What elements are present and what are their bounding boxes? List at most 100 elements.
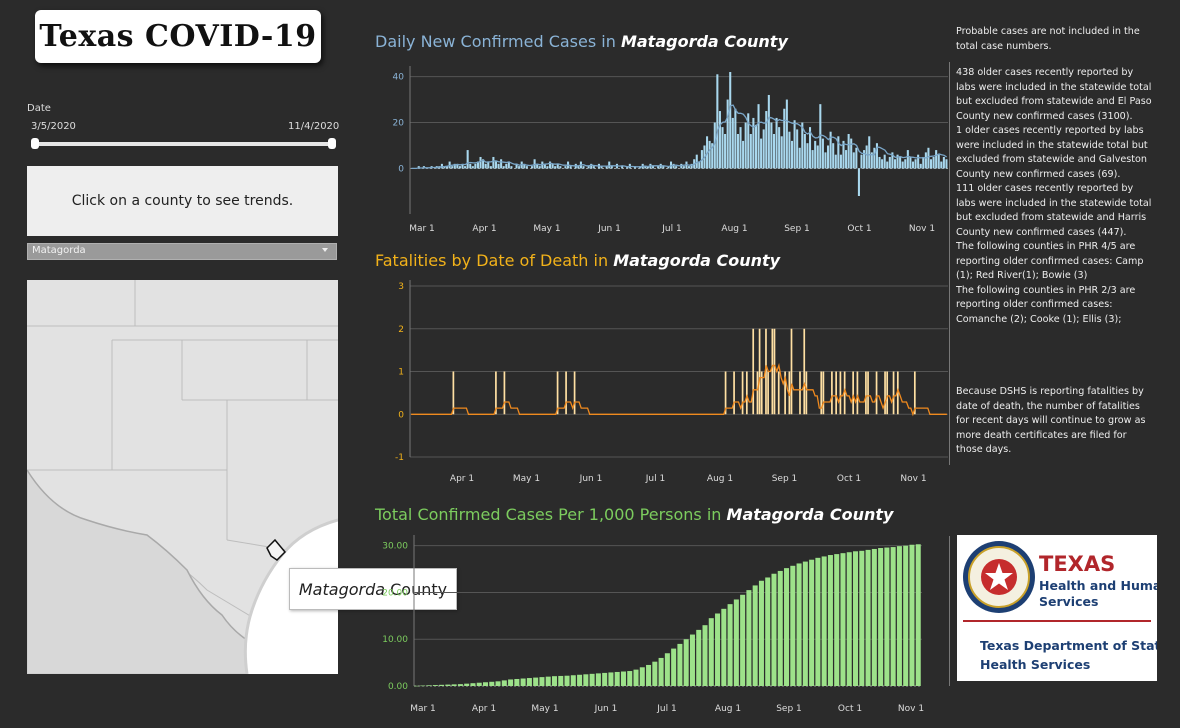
x-tick-label: Jul 1 — [661, 224, 681, 234]
bar — [853, 551, 859, 686]
bar — [718, 111, 721, 169]
logo-hhs-line2: Health and Human — [1039, 578, 1157, 593]
bar — [695, 154, 698, 169]
daily-cases-chart[interactable]: 0 20 40 Mar 1 Apr 1 May 1 Jun 1 Jul 1 Aug 1 Sep 1… — [370, 58, 950, 238]
bar — [865, 145, 868, 169]
bar — [545, 676, 551, 686]
bar — [749, 134, 752, 169]
bar — [777, 570, 783, 686]
bar — [464, 166, 467, 169]
bar — [721, 127, 724, 169]
bar — [829, 131, 832, 169]
bar — [698, 161, 701, 169]
bar — [875, 371, 878, 415]
notes-panel[interactable]: Probable cases are not included in the t… — [956, 25, 1154, 325]
bar — [914, 159, 917, 169]
bar — [711, 143, 714, 169]
total-cases-chart[interactable]: 0.00 10.00 20.00 30.00 Mar 1 Apr 1 May 1 Jun 1 J… — [370, 530, 950, 720]
bar — [538, 166, 541, 169]
app-title-card: Texas COVID-19 — [35, 10, 321, 63]
date-slider-track[interactable] — [35, 142, 333, 146]
bar — [842, 140, 845, 169]
bar — [802, 561, 808, 686]
bar — [565, 371, 567, 415]
y-tick-label: 10.00 — [382, 635, 408, 645]
y-tick-label: 2 — [398, 325, 404, 335]
bar — [533, 677, 539, 686]
daily-title-prefix: Daily New Confirmed Cases in — [375, 32, 621, 51]
bar — [470, 683, 476, 686]
x-tick-label: Aug 1 — [707, 474, 733, 484]
note-phr-4-5: The following counties in PHR 4/5 are re… — [956, 241, 1144, 281]
bar — [414, 685, 420, 687]
logo-dshs-line2: Health Services — [980, 657, 1090, 672]
total-title-prefix: Total Confirmed Cases Per 1,000 Persons … — [375, 505, 727, 524]
bar — [708, 140, 711, 169]
bar — [733, 599, 739, 686]
bar — [526, 678, 532, 686]
bar — [815, 557, 821, 686]
x-tick-label: Oct 1 — [847, 224, 871, 234]
bar — [443, 166, 446, 169]
bar — [452, 371, 455, 415]
bar — [558, 675, 564, 686]
bar — [556, 371, 559, 415]
bar — [888, 156, 891, 169]
note-phr-2-3: The following counties in PHR 2/3 are re… — [956, 284, 1136, 325]
bar — [909, 156, 912, 169]
bar — [503, 371, 506, 415]
fatalities-chart[interactable]: -1 0 1 2 3 Apr 1 May 1 Jun 1 Jul 1 Aug 1 Sep 1 Oct … — [370, 276, 950, 488]
county-dropdown[interactable]: Matagorda — [27, 243, 337, 260]
bar — [765, 328, 767, 415]
y-tick-label: 0 — [398, 410, 404, 420]
bar — [778, 127, 781, 169]
bar — [771, 328, 774, 415]
bar — [919, 163, 922, 169]
bar — [543, 163, 546, 169]
bar — [451, 684, 457, 686]
map-svg[interactable] — [27, 280, 338, 674]
x-tick-label: Aug 1 — [721, 224, 747, 234]
bar — [657, 166, 660, 169]
bar — [602, 672, 608, 686]
bar — [852, 371, 855, 415]
bar — [539, 677, 545, 686]
bar — [850, 138, 853, 169]
app-title: Texas COVID-19 — [39, 19, 317, 54]
bar — [891, 152, 894, 169]
bar — [573, 371, 576, 415]
bar — [835, 371, 837, 415]
bar — [873, 147, 876, 169]
date-slider-end-handle[interactable] — [328, 138, 336, 149]
x-tick-label: Mar 1 — [409, 224, 435, 234]
logo-dshs-line1: Texas Department of State — [980, 638, 1157, 653]
bar — [658, 657, 664, 686]
bar — [893, 159, 897, 169]
x-tick-label: Oct 1 — [837, 474, 861, 484]
x-tick-label: Jul 1 — [656, 704, 676, 714]
bar — [793, 120, 796, 169]
bar — [796, 129, 799, 169]
notes-divider — [949, 62, 950, 465]
bar — [583, 674, 589, 686]
bar — [775, 117, 778, 169]
bar — [464, 683, 470, 686]
bar — [525, 166, 528, 169]
notes-scroll-area[interactable]: Probable cases are not included in the t… — [956, 25, 1154, 325]
bar — [446, 166, 449, 169]
bar — [495, 371, 497, 415]
bar — [820, 371, 823, 415]
bar — [577, 674, 583, 686]
chevron-down-icon[interactable] — [322, 248, 328, 252]
bar — [420, 685, 426, 687]
bar — [878, 548, 884, 686]
bar — [502, 166, 505, 169]
bar — [551, 163, 554, 169]
date-slider-start-handle[interactable] — [31, 138, 39, 149]
bar — [492, 156, 495, 169]
bar — [871, 548, 877, 686]
bar — [832, 143, 835, 169]
x-tick-label: Jul 1 — [645, 474, 665, 484]
texas-county-map[interactable] — [27, 280, 338, 674]
bar — [741, 371, 744, 415]
